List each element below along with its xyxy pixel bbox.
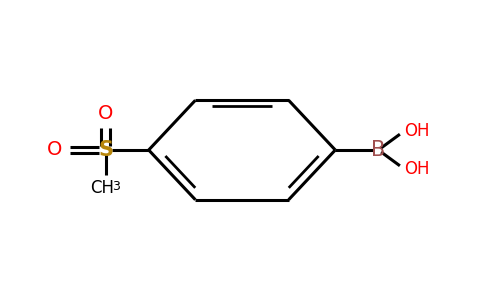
Text: OH: OH [404,122,429,140]
Text: 3: 3 [112,180,120,193]
Text: O: O [98,104,113,124]
Text: B: B [371,140,385,160]
Text: S: S [98,140,113,160]
Text: OH: OH [404,160,429,178]
Text: O: O [47,140,62,160]
Text: CH: CH [90,179,114,197]
